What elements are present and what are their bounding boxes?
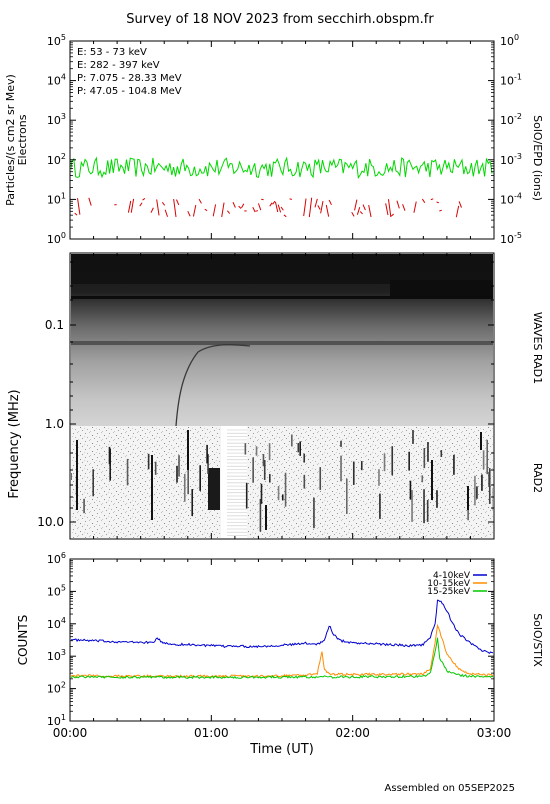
rad1-dark-band-top-right xyxy=(390,280,493,296)
rad2-gap xyxy=(221,426,247,538)
epd-ylabel-right: SolO/EPD (ions) xyxy=(531,115,544,201)
epd-ytick-right-4: 10-1 xyxy=(500,73,522,88)
epd-ytick-1: 101 xyxy=(47,191,66,206)
x-tick-2: 02:00 xyxy=(335,726,370,740)
rad2-dark-blob xyxy=(208,468,220,510)
epd-legend-entry-1: E: 282 - 397 keV xyxy=(77,60,160,71)
waves-ytick-1: 1.0 xyxy=(45,417,64,431)
stix-legend-label-2: 15-25keV xyxy=(427,587,471,597)
epd-ytick-5: 105 xyxy=(47,33,66,48)
stix-ytick-1: 102 xyxy=(47,681,66,696)
epd-ytick-right-3: 10-2 xyxy=(500,112,522,127)
waves-ylabel-rad1: WAVES RAD1 xyxy=(531,312,544,384)
epd-legend-entry-0: E: 53 - 73 keV xyxy=(77,47,147,58)
stix-ylabel-right: SolO/STIX xyxy=(531,613,544,667)
stix-ytick-2: 103 xyxy=(47,648,66,663)
rad2-spectrogram xyxy=(71,426,493,538)
footer-assembled: Assembled on 05SEP2025 xyxy=(385,783,515,794)
stix-ytick-4: 105 xyxy=(47,583,66,598)
waves-ylabel: Frequency (MHz) xyxy=(7,389,22,498)
waves-ylabel-rad2: RAD2 xyxy=(531,463,544,493)
epd-ytick-4: 104 xyxy=(47,73,66,88)
epd-ylabel-line2: Electrons xyxy=(16,114,29,165)
figure-title: Survey of 18 NOV 2023 from secchirh.obsp… xyxy=(126,12,434,27)
epd-legend-entry-3: P: 47.05 - 104.8 MeV xyxy=(77,86,182,97)
rad1-dark-band-top xyxy=(71,254,493,284)
stix-ytick-5: 106 xyxy=(47,551,66,566)
epd-ytick-3: 103 xyxy=(47,112,66,127)
x-tick-0: 00:00 xyxy=(53,726,88,740)
x-tick-3: 03:00 xyxy=(477,726,512,740)
epd-ytick-right-2: 10-3 xyxy=(500,152,522,167)
x-axis-label: Time (UT) xyxy=(249,742,314,757)
epd-ytick-right-0: 10-5 xyxy=(500,231,522,246)
epd-panel: 100 101 102 103 104 105 10-5 10-4 10-3 10-2 10-1 10… xyxy=(4,33,544,246)
x-tick-1: 01:00 xyxy=(194,726,229,740)
waves-ytick-0: 0.1 xyxy=(45,318,64,332)
waves-panel: 0.1 1.0 10.0 Frequency (MHz) WAVES RAD1 RA… xyxy=(7,253,544,539)
epd-legend-entry-2: P: 7.075 - 28.33 MeV xyxy=(77,73,182,84)
waves-ytick-2: 10.0 xyxy=(37,515,64,529)
epd-ytick-right-5: 100 xyxy=(500,33,519,48)
rad1-stripe-2 xyxy=(71,341,493,345)
epd-ytick-right-1: 10-4 xyxy=(500,191,522,206)
epd-ytick-2: 102 xyxy=(47,152,66,167)
stix-ytick-3: 104 xyxy=(47,616,66,631)
epd-ytick-0: 100 xyxy=(47,231,66,246)
rad1-stripe-1 xyxy=(71,296,493,299)
stix-ylabel: COUNTS xyxy=(16,615,30,666)
